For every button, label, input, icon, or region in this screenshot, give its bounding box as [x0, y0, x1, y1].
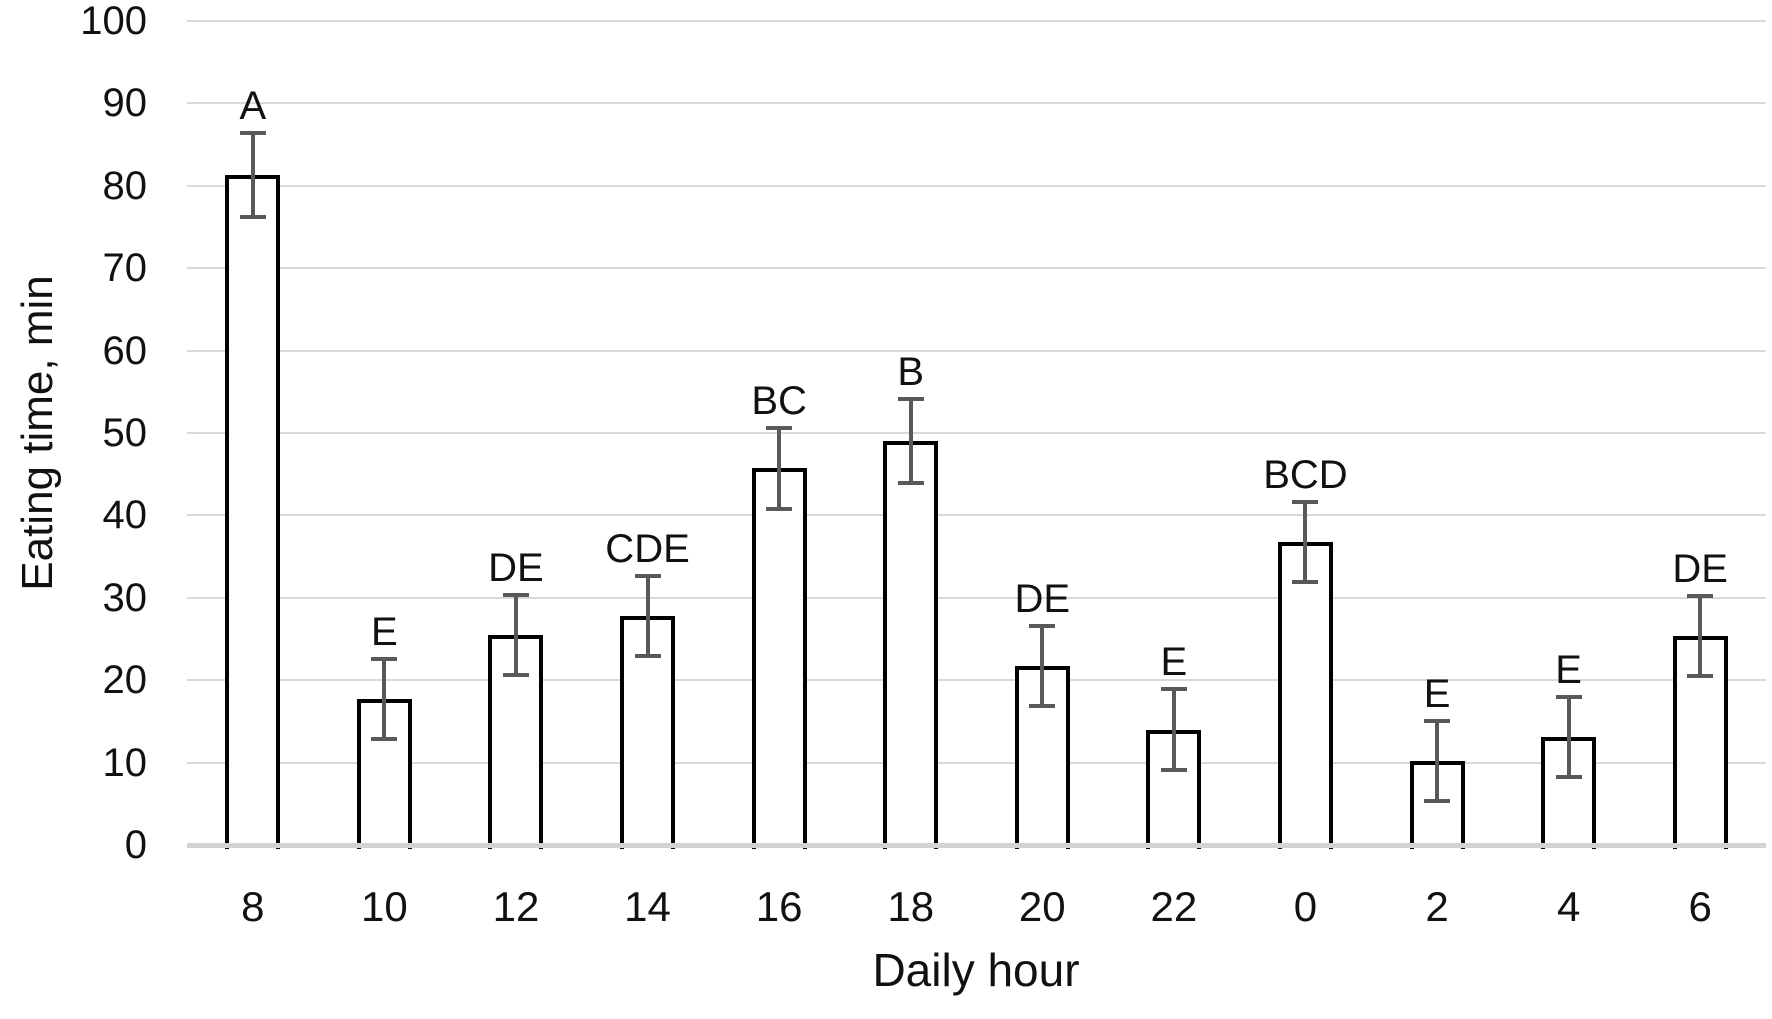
error-bar-line-0: [1303, 500, 1308, 583]
sig-letter-12: DE: [488, 545, 544, 590]
gridline-90: [187, 102, 1766, 105]
error-bar-cap-top-2: [1424, 718, 1451, 723]
gridline-70: [187, 267, 1766, 270]
error-bar-cap-bottom-22: [1160, 767, 1187, 772]
sig-letter-18: B: [897, 350, 925, 395]
x-tick-label-16: 16: [755, 883, 803, 930]
error-bar-cap-bottom-4: [1555, 775, 1582, 780]
error-bar-cap-bottom-10: [371, 737, 398, 742]
error-bar-line-20: [1040, 624, 1045, 708]
sig-letter-6: DE: [1672, 546, 1728, 591]
gridline-30: [187, 596, 1766, 599]
error-bar-cap-bottom-16: [766, 506, 793, 511]
error-bar-line-8: [250, 132, 255, 218]
x-tick-label-22: 22: [1150, 883, 1198, 930]
y-tick-label-0: 0: [124, 823, 147, 867]
bar-hour-18: [883, 441, 939, 849]
error-bar-cap-top-10: [371, 656, 398, 661]
error-bar-line-10: [382, 657, 387, 741]
bar-hour-0: [1277, 541, 1333, 849]
sig-letter-14: CDE: [605, 526, 690, 571]
gridline-80: [187, 184, 1766, 187]
error-bar-cap-top-8: [239, 131, 266, 136]
x-tick-label-12: 12: [492, 883, 540, 930]
y-tick-label-20: 20: [102, 658, 148, 703]
error-bar-cap-bottom-14: [634, 654, 661, 659]
x-tick-label-8: 8: [241, 883, 265, 930]
gridline-100: [187, 20, 1766, 22]
error-bar-cap-bottom-6: [1687, 673, 1714, 678]
y-tick-label-40: 40: [102, 493, 148, 538]
x-tick-label-14: 14: [624, 883, 671, 930]
gridline-20: [187, 679, 1766, 682]
error-bar-line-6: [1698, 594, 1703, 677]
gridline-10: [187, 761, 1766, 764]
x-axis-line: [187, 843, 1766, 848]
error-bar-cap-top-16: [766, 426, 793, 431]
y-tick-label-10: 10: [102, 740, 148, 785]
y-tick-label-30: 30: [102, 575, 148, 620]
bar-hour-8: [225, 175, 281, 849]
error-bar-cap-bottom-18: [897, 481, 924, 486]
x-tick-label-0: 0: [1293, 883, 1318, 930]
error-bar-cap-top-14: [634, 573, 661, 578]
sig-letter-22: E: [1160, 640, 1188, 685]
error-bar-cap-top-20: [1029, 623, 1056, 628]
error-bar-cap-top-6: [1687, 593, 1714, 598]
x-tick-label-18: 18: [887, 883, 935, 930]
y-tick-label-70: 70: [102, 246, 148, 291]
error-bar-line-12: [513, 593, 518, 677]
gridline-40: [187, 514, 1766, 517]
x-tick-label-10: 10: [361, 883, 408, 930]
error-bar-line-22: [1171, 688, 1176, 771]
x-tick-label-20: 20: [1018, 883, 1066, 930]
x-tick-label-2: 2: [1425, 883, 1449, 930]
gridline-60: [187, 349, 1766, 352]
error-bar-cap-bottom-12: [502, 673, 529, 678]
error-bar-line-18: [908, 398, 913, 485]
x-axis-title: Daily hour: [872, 944, 1080, 996]
sig-letter-0: BCD: [1263, 452, 1348, 497]
error-bar-cap-bottom-8: [239, 214, 266, 219]
error-bar-line-4: [1566, 695, 1571, 779]
sig-letter-4: E: [1555, 647, 1582, 692]
error-bar-cap-top-12: [502, 592, 529, 597]
sig-letter-10: E: [371, 609, 398, 654]
bar-hour-16: [751, 468, 807, 849]
error-bar-cap-top-22: [1160, 687, 1187, 692]
x-tick-label-6: 6: [1688, 883, 1712, 930]
y-tick-label-80: 80: [102, 163, 148, 208]
y-tick-label-90: 90: [102, 81, 148, 126]
y-tick-label-100: 100: [80, 0, 147, 43]
error-bar-line-14: [645, 574, 650, 658]
error-bar-cap-bottom-2: [1424, 799, 1451, 804]
y-tick-label-50: 50: [102, 411, 148, 455]
sig-letter-2: E: [1423, 671, 1451, 716]
error-bar-cap-bottom-20: [1029, 704, 1056, 709]
error-bar-cap-top-18: [897, 397, 924, 402]
sig-letter-20: DE: [1014, 576, 1071, 621]
error-bar-cap-top-0: [1292, 499, 1319, 504]
error-bar-line-2: [1435, 719, 1440, 803]
sig-letter-16: BC: [751, 379, 807, 424]
error-bar-line-16: [777, 427, 782, 510]
sig-letter-8: A: [239, 84, 267, 129]
x-tick-label-4: 4: [1556, 883, 1581, 930]
error-bar-cap-bottom-0: [1292, 579, 1319, 584]
y-tick-label-60: 60: [102, 328, 148, 373]
error-bar-cap-top-4: [1555, 694, 1582, 699]
gridline-50: [187, 432, 1766, 434]
